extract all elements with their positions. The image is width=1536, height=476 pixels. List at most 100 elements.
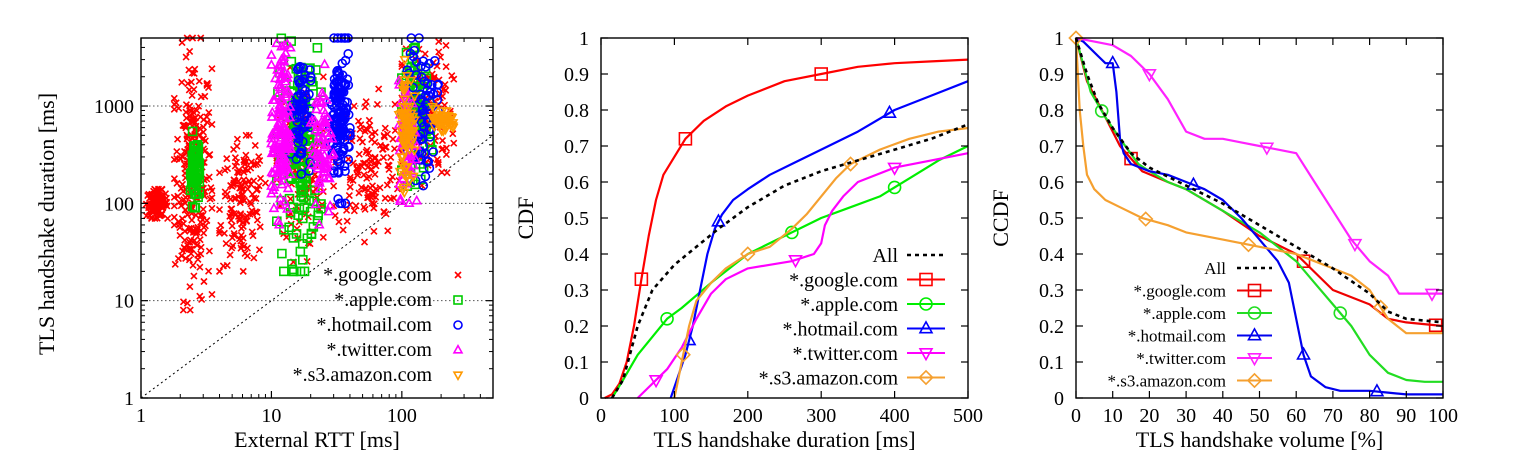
data-point bbox=[365, 116, 373, 124]
data-point bbox=[186, 168, 197, 178]
data-marker-twitter-com bbox=[1259, 142, 1275, 156]
data-point bbox=[266, 106, 278, 117]
data-point bbox=[286, 195, 295, 203]
data-point bbox=[282, 68, 294, 79]
data-point bbox=[283, 135, 295, 145]
data-point bbox=[237, 231, 245, 239]
data-point bbox=[203, 80, 211, 88]
data-point bbox=[179, 298, 188, 306]
data-point bbox=[189, 203, 200, 213]
data-point bbox=[275, 156, 287, 167]
data-point bbox=[381, 124, 389, 132]
data-point bbox=[197, 243, 205, 251]
data-point bbox=[188, 91, 196, 100]
data-point bbox=[420, 148, 430, 159]
series-line-all bbox=[1074, 37, 1444, 324]
data-point bbox=[205, 173, 213, 181]
data-point bbox=[254, 159, 262, 167]
data-point bbox=[314, 182, 326, 193]
y-tick-label: 0.2 bbox=[564, 316, 589, 338]
data-point bbox=[333, 194, 343, 204]
data-point bbox=[319, 73, 327, 81]
data-point bbox=[208, 204, 216, 212]
data-marker-google-com bbox=[678, 132, 693, 146]
data-point bbox=[395, 193, 406, 203]
data-point bbox=[215, 169, 224, 177]
data-point bbox=[403, 197, 415, 207]
data-point bbox=[230, 230, 238, 238]
data-point bbox=[312, 43, 323, 53]
data-point bbox=[405, 150, 417, 160]
data-point bbox=[335, 158, 345, 169]
x-tick-label: 500 bbox=[953, 405, 983, 427]
data-point bbox=[276, 68, 288, 79]
data-point bbox=[142, 212, 151, 220]
data-point bbox=[309, 196, 319, 207]
x-tick-label: 200 bbox=[733, 405, 763, 427]
data-point bbox=[281, 124, 293, 135]
data-point bbox=[416, 134, 426, 145]
legend-label: *.google.com bbox=[1133, 282, 1226, 301]
data-point bbox=[178, 180, 187, 188]
y-tick-label: 0.9 bbox=[564, 64, 589, 86]
data-point bbox=[282, 203, 293, 213]
data-point bbox=[239, 267, 247, 275]
legend: All*.google.com*.apple.com*.hotmail.com*… bbox=[759, 245, 945, 390]
data-point bbox=[192, 211, 200, 219]
data-point bbox=[193, 241, 201, 249]
legend-label: *.hotmail.com bbox=[1128, 327, 1226, 346]
data-point bbox=[346, 183, 354, 191]
data-point bbox=[266, 187, 277, 198]
data-point bbox=[313, 218, 325, 229]
data-point bbox=[186, 47, 194, 56]
data-point bbox=[279, 195, 290, 206]
data-point bbox=[314, 177, 325, 187]
data-point bbox=[312, 162, 324, 173]
data-point bbox=[442, 63, 450, 71]
data-point bbox=[305, 157, 315, 167]
data-point bbox=[205, 109, 213, 117]
legend-label: *.hotmail.com bbox=[316, 314, 432, 336]
y-tick-label: 0.2 bbox=[1039, 316, 1064, 338]
data-point bbox=[331, 212, 339, 220]
data-point bbox=[298, 255, 308, 265]
x-tick-label: 10 bbox=[261, 405, 281, 427]
data-point bbox=[170, 202, 178, 210]
data-point bbox=[181, 227, 189, 235]
data-point bbox=[355, 189, 363, 197]
data-point bbox=[358, 162, 366, 170]
data-point bbox=[185, 66, 193, 74]
data-point bbox=[272, 107, 284, 118]
y-tick-label: 0.9 bbox=[1039, 64, 1064, 86]
data-point bbox=[385, 165, 393, 173]
data-point bbox=[408, 172, 419, 183]
data-point bbox=[170, 94, 178, 102]
data-point bbox=[330, 182, 338, 190]
data-point bbox=[365, 159, 373, 167]
data-point bbox=[337, 58, 348, 69]
data-point bbox=[355, 150, 363, 158]
data-point bbox=[376, 184, 384, 192]
data-point bbox=[174, 255, 182, 263]
data-point bbox=[384, 227, 392, 235]
data-point bbox=[433, 114, 445, 125]
data-point bbox=[196, 292, 204, 300]
data-point bbox=[350, 102, 358, 110]
data-point bbox=[299, 74, 309, 84]
data-point bbox=[275, 59, 287, 69]
data-point bbox=[345, 191, 353, 200]
y-tick-label: 1 bbox=[579, 28, 589, 50]
data-point bbox=[310, 124, 321, 135]
data-point bbox=[449, 130, 457, 138]
data-point bbox=[381, 194, 389, 202]
data-point bbox=[279, 66, 291, 77]
data-point bbox=[416, 94, 426, 105]
data-point bbox=[243, 252, 251, 260]
legend-marker bbox=[918, 369, 934, 386]
y-tick-label: 0.5 bbox=[564, 208, 589, 230]
data-point bbox=[440, 115, 452, 126]
data-marker-s3-amazon-com bbox=[740, 246, 756, 262]
data-point bbox=[380, 208, 388, 216]
data-point bbox=[368, 199, 376, 207]
data-point bbox=[399, 137, 410, 147]
